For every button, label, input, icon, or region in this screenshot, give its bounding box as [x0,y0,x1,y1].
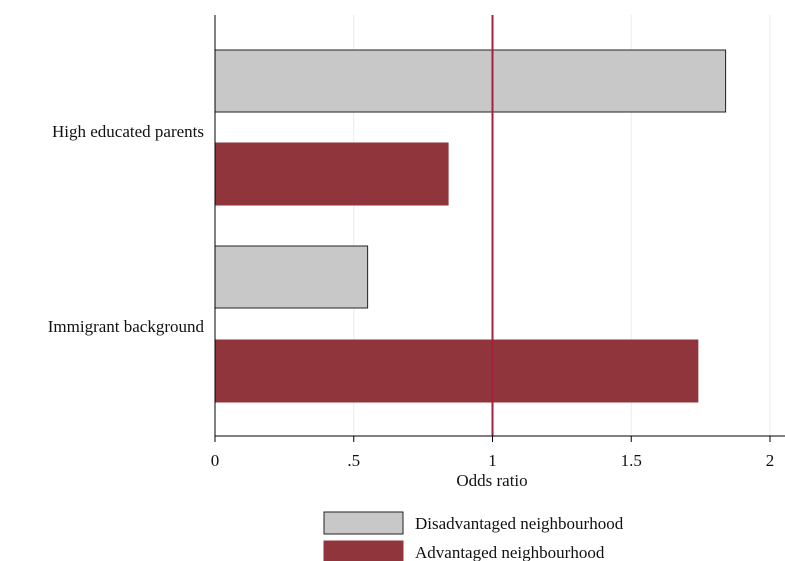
axes [214,15,785,437]
legend-swatch-1 [323,540,404,561]
x-axis-title: Odds ratio [456,471,527,490]
bar-1-0 [214,245,369,309]
bar-0-1 [214,142,449,206]
x-tick-label-0: 0 [211,451,220,470]
legend-label-1: Advantaged neighbourhood [415,543,605,561]
category-label-1: Immigrant background [48,317,205,336]
bar-0-0 [214,49,727,113]
x-tick-label-1: .5 [347,451,360,470]
x-tick-label-3: 1.5 [621,451,642,470]
legend: Disadvantaged neighbourhood Advantaged ne… [323,511,624,561]
x-tick-label-2: 1 [488,451,497,470]
x-tick-label-4: 2 [766,451,775,470]
bars [214,49,727,403]
legend-label-0: Disadvantaged neighbourhood [415,514,624,533]
bar-1-1 [214,339,699,403]
category-labels: High educated parents Immigrant backgroun… [48,122,205,336]
category-label-0: High educated parents [52,122,204,141]
x-ticks: 0 .5 1 1.5 2 [211,436,775,470]
legend-swatch-0 [323,511,404,535]
